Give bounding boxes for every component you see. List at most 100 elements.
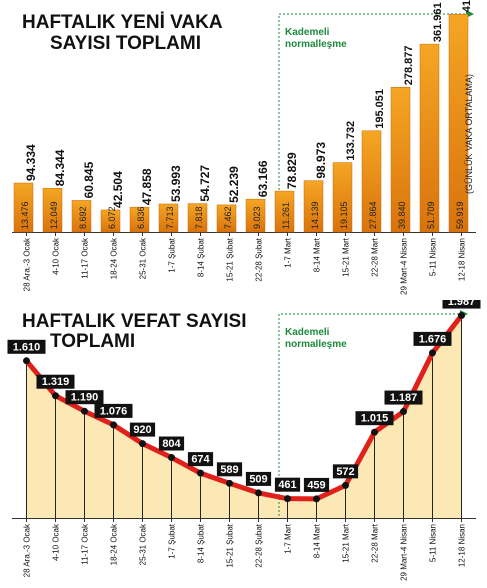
x-tick-label: 1-7 Mart <box>284 523 293 554</box>
data-point <box>226 479 233 487</box>
value-label-box <box>274 477 301 492</box>
daily-average-label: 59.919 <box>455 201 465 229</box>
bar <box>274 190 295 233</box>
data-point <box>255 489 262 497</box>
daily-average-label: 11.261 <box>281 202 291 229</box>
x-tick-label: 8-14 Şubat <box>197 237 206 277</box>
x-tick-label: 22-28 Şubat <box>255 237 264 281</box>
value-label: 920 <box>133 424 151 436</box>
bar-value-label: 47.858 <box>140 168 154 205</box>
value-label-box <box>158 436 185 451</box>
bar-value-label: 63.166 <box>256 160 270 197</box>
daily-average-label: 13.476 <box>20 201 30 229</box>
x-tick-label: 22-28 Şubat <box>255 523 264 567</box>
area-fill <box>26 315 462 518</box>
data-point <box>284 495 291 503</box>
value-label-box <box>355 411 394 426</box>
bar-value-label: 278.877 <box>403 45 415 85</box>
data-point <box>139 440 146 448</box>
x-tick-label: 4-10 Ocak <box>52 237 61 275</box>
x-tick-label: 5-11 Nisan <box>429 524 438 562</box>
bar-value-label: 419.436 <box>461 0 473 12</box>
deaths-title: HAFTALIK VEFAT SAYISI <box>22 311 247 332</box>
x-tick-label: 11-17 Ocak <box>81 523 90 565</box>
x-tick-label: 1-7 Şubat <box>168 237 177 272</box>
bar <box>100 209 121 233</box>
value-label-box <box>129 422 156 437</box>
value-label-box <box>65 390 104 405</box>
daily-average-label: 51.709 <box>426 201 436 229</box>
bar <box>129 206 150 233</box>
data-point <box>23 357 30 365</box>
x-tick-label: 15-21 Şubat <box>226 237 235 281</box>
value-label-box <box>303 477 330 492</box>
bar <box>216 204 237 233</box>
x-tick-label: 29 Mart-4 Nisan <box>400 238 409 295</box>
daily-average-label: 6.072 <box>107 206 117 229</box>
value-label: 1.076 <box>100 405 128 417</box>
value-label: 589 <box>220 464 238 476</box>
annotation-line-1: Kademeli <box>285 27 330 38</box>
data-point <box>458 312 465 320</box>
bar-value-label: 94.334 <box>24 144 38 181</box>
value-label-box <box>36 374 75 389</box>
x-tick-label: 1-7 Mart <box>284 237 293 268</box>
data-point <box>400 408 407 416</box>
bar-value-label: 78.829 <box>285 152 299 189</box>
value-label: 1.190 <box>71 392 99 404</box>
value-label: 804 <box>162 438 181 450</box>
value-label-box <box>7 339 46 354</box>
x-tick-label: 25-31 Ocak <box>139 523 148 565</box>
value-label: 572 <box>336 466 354 478</box>
x-tick-label: 8-14 Mart <box>313 237 322 272</box>
value-label-box <box>187 452 214 467</box>
new-cases-chart: HAFTALIK YENİ VAKA SAYISI TOPLAMI Kademe… <box>12 0 476 295</box>
daily-average-label: 7.818 <box>194 206 204 229</box>
daily-average-label: 7.462 <box>223 206 233 229</box>
bar <box>332 162 353 233</box>
bar-value-label: 361.961 <box>432 2 444 42</box>
deaths-chart: HAFTALIK VEFAT SAYISI TOPLAMI Kademelino… <box>7 300 481 581</box>
data-point <box>110 421 117 429</box>
bar <box>158 203 179 233</box>
x-tick-label: 29 Mart-4 Nisan <box>400 524 409 581</box>
annotation-line-2: normalleşme <box>285 39 347 50</box>
x-tick-label: 15-21 Mart <box>342 237 351 276</box>
daily-average-label: 8.692 <box>78 206 88 229</box>
value-label-box <box>216 462 243 477</box>
value-label-box <box>384 390 423 405</box>
value-label-box <box>245 471 272 486</box>
x-tick-label: 12-18 Nisan <box>458 524 467 567</box>
x-tick-label: 5-11 Nisan <box>429 238 438 276</box>
daily-average-label: 7.713 <box>165 206 175 229</box>
daily-average-label: 27.864 <box>368 201 378 229</box>
new-cases-subtitle: SAYISI TOPLAMI <box>50 33 201 54</box>
data-point <box>313 495 320 503</box>
daily-average-label: 6.836 <box>136 206 146 229</box>
data-point <box>371 428 378 436</box>
daily-average-label: 14.139 <box>310 201 320 229</box>
value-label: 1.187 <box>390 392 418 404</box>
bar-value-label: 54.727 <box>198 165 212 202</box>
data-point <box>168 454 175 462</box>
new-cases-title: HAFTALIK YENİ VAKA <box>22 12 223 33</box>
data-point <box>81 407 88 415</box>
daily-average-label: 9.023 <box>252 206 262 229</box>
bar <box>390 86 411 233</box>
value-label: 1.676 <box>419 333 447 345</box>
bar <box>71 200 92 233</box>
value-label-box <box>442 300 481 309</box>
bar-value-label: 52.239 <box>227 166 241 203</box>
value-label: 1.610 <box>13 341 41 353</box>
value-label: 1.015 <box>361 413 389 425</box>
bar <box>303 180 324 233</box>
bar-value-label: 60.845 <box>82 161 96 198</box>
normalization-bracket <box>278 313 462 516</box>
x-tick-label: 18-24 Ocak <box>110 237 119 279</box>
bar-value-label: 42.504 <box>111 171 125 208</box>
x-tick-label: 25-31 Ocak <box>139 237 148 279</box>
daily-average-label: 39.840 <box>397 201 407 229</box>
bar <box>245 198 266 233</box>
value-label-box <box>413 331 452 346</box>
x-tick-label: 15-21 Mart <box>342 523 351 562</box>
